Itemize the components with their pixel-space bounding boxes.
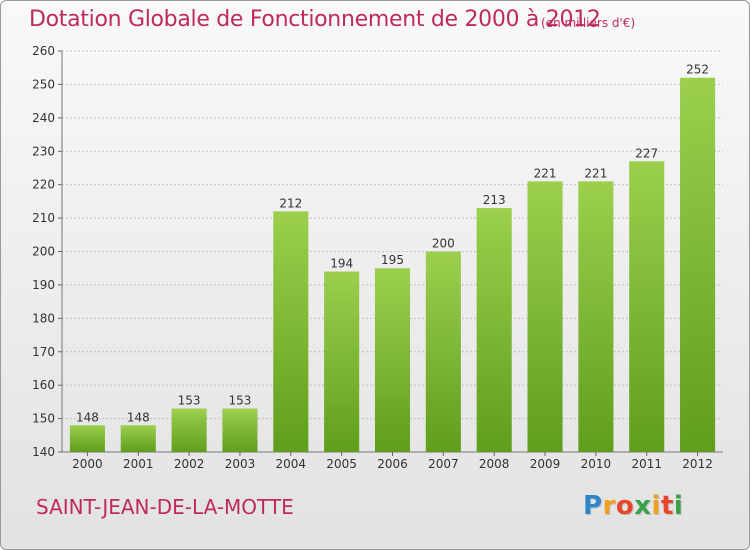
y-tick-label: 260 <box>32 44 55 58</box>
x-tick-label: 2004 <box>276 457 307 471</box>
bar <box>629 161 665 452</box>
bar <box>425 251 461 452</box>
x-tick-label: 2012 <box>682 457 713 471</box>
x-tick-label: 2011 <box>631 457 662 471</box>
y-tick-label: 180 <box>32 311 55 325</box>
data-label: 194 <box>330 257 353 271</box>
data-label: 227 <box>635 146 658 160</box>
y-tick-label: 230 <box>32 144 55 158</box>
y-tick-label: 220 <box>32 178 55 192</box>
bar <box>374 268 411 452</box>
logo-letter: t <box>660 491 674 521</box>
bar <box>171 408 207 452</box>
bar <box>120 425 156 452</box>
y-tick-label: 210 <box>32 211 55 225</box>
x-axis: 2000 2001 2002 2003 2004 2005 2006 2007 2008 2009… <box>72 452 713 471</box>
x-tick-label: 2000 <box>72 457 103 471</box>
logo-letter: i <box>673 491 684 521</box>
logo-letter: o <box>615 491 635 521</box>
y-tick-label: 160 <box>32 378 55 392</box>
bar <box>324 271 360 452</box>
data-label: 148 <box>127 410 150 424</box>
y-tick-label: 140 <box>32 445 55 459</box>
data-label: 252 <box>686 63 709 77</box>
logo-letter: P <box>583 491 603 521</box>
chart-subtitle: (en milliers d'€) <box>541 16 636 30</box>
y-tick-label: 240 <box>32 111 55 125</box>
logo-letter: i <box>651 491 661 521</box>
y-tick-label: 190 <box>32 278 55 292</box>
chart-title: Dotation Globale de Fonctionnement de 20… <box>29 7 601 32</box>
bar <box>680 77 716 452</box>
bar <box>222 408 258 452</box>
data-label: 212 <box>279 196 302 210</box>
proxiti-logo[interactable]: Proxiti <box>583 491 683 521</box>
data-labels: 148 148 153 153 212 194 195 200 213 221 221 227 252 <box>76 63 709 425</box>
data-label: 153 <box>178 394 201 408</box>
logo-letter: r <box>602 491 616 521</box>
logo-letter: x <box>634 491 652 521</box>
data-label: 200 <box>432 237 455 251</box>
x-tick-label: 2002 <box>174 457 205 471</box>
y-tick-label: 170 <box>32 345 55 359</box>
bars <box>69 77 716 452</box>
bar <box>273 211 309 452</box>
x-tick-label: 2008 <box>479 457 510 471</box>
x-tick-label: 2010 <box>581 457 612 471</box>
y-tick-label: 200 <box>32 245 55 259</box>
x-tick-label: 2009 <box>530 457 561 471</box>
commune-name: SAINT-JEAN-DE-LA-MOTTE <box>36 495 294 519</box>
data-label: 153 <box>229 394 252 408</box>
data-label: 213 <box>483 193 506 207</box>
bar <box>527 181 563 452</box>
x-tick-label: 2005 <box>326 457 357 471</box>
data-label: 221 <box>584 166 607 180</box>
y-tick-label: 250 <box>32 77 55 91</box>
data-label: 221 <box>534 166 557 180</box>
data-label: 148 <box>76 410 99 424</box>
y-tick-label: 150 <box>32 412 55 426</box>
bar <box>476 208 512 452</box>
data-label: 195 <box>381 253 404 267</box>
bar <box>578 181 614 452</box>
x-tick-label: 2003 <box>225 457 256 471</box>
x-tick-label: 2006 <box>377 457 408 471</box>
x-tick-label: 2007 <box>428 457 459 471</box>
bar <box>69 425 105 452</box>
x-tick-label: 2001 <box>123 457 154 471</box>
